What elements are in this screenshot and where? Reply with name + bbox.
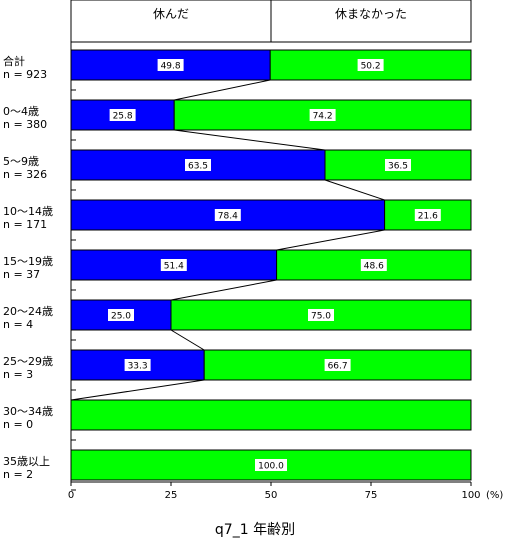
- category-n-label: n = 326: [3, 168, 47, 181]
- data-label-bg: [360, 259, 387, 271]
- data-label-bg: [124, 359, 151, 371]
- category-n-label: n = 380: [3, 118, 47, 131]
- x-tick-label: 75: [365, 490, 378, 501]
- connector-line: [70, 379, 205, 401]
- connector-line: [324, 179, 385, 201]
- x-unit-label: (%): [486, 490, 503, 501]
- data-label-not-rested: 74.2: [313, 112, 333, 122]
- data-label-bg: [255, 459, 287, 471]
- legend-label-rested: 休んだ: [153, 7, 189, 21]
- connector-line: [174, 79, 271, 101]
- category-label: 25～29歳: [3, 355, 53, 368]
- data-label-bg: [185, 159, 211, 171]
- data-label-bg: [385, 159, 411, 171]
- data-label-not-rested: 50.2: [361, 62, 381, 72]
- data-label-rested: 51.4: [164, 262, 184, 272]
- chart-title: q7_1 年齢別: [215, 522, 295, 538]
- data-label-not-rested: 100.0: [258, 462, 284, 472]
- data-label-bg: [160, 259, 187, 271]
- data-label-not-rested: 66.7: [328, 362, 348, 372]
- category-label: 15～19歳: [3, 255, 53, 268]
- category-n-label: n = 171: [3, 218, 47, 231]
- x-tick-label: 25: [165, 490, 178, 501]
- connector-line: [170, 279, 277, 301]
- data-label-rested: 33.3: [128, 362, 148, 372]
- category-label: 0～4歳: [3, 105, 39, 118]
- data-label-rested: 63.5: [188, 162, 208, 172]
- category-label: 35歳以上: [3, 455, 50, 468]
- data-label-bg: [414, 209, 441, 221]
- connector-line: [276, 229, 385, 251]
- category-n-label: n = 0: [3, 418, 33, 431]
- category-label: 20～24歳: [3, 305, 53, 318]
- data-label-bg: [157, 59, 184, 71]
- data-label-rested: 25.8: [113, 112, 133, 122]
- data-label-rested: 49.8: [161, 62, 181, 72]
- x-tick-label: 0: [68, 490, 74, 501]
- category-label: 5～9歳: [3, 155, 39, 168]
- legend-label-not-rested: 休まなかった: [335, 7, 407, 21]
- data-label-not-rested: 21.6: [418, 212, 438, 222]
- data-label-bg: [109, 109, 136, 121]
- category-label: 30～34歳: [3, 405, 53, 418]
- category-n-label: n = 4: [3, 318, 33, 331]
- data-label-not-rested: 48.6: [364, 262, 384, 272]
- data-label-rested: 78.4: [218, 212, 238, 222]
- data-label-bg: [308, 309, 334, 321]
- category-n-label: n = 3: [3, 368, 33, 381]
- data-label-not-rested: 36.5: [388, 162, 408, 172]
- data-label-bg: [108, 309, 134, 321]
- category-n-label: n = 37: [3, 268, 40, 281]
- category-label: 合計: [3, 54, 25, 68]
- category-label: 10～14歳: [3, 205, 53, 218]
- connector-line: [174, 129, 326, 151]
- data-label-not-rested: 75.0: [311, 312, 331, 322]
- data-label-rested: 25.0: [111, 312, 131, 322]
- data-label-bg: [357, 59, 384, 71]
- x-tick-label: 50: [265, 490, 278, 501]
- category-n-label: n = 923: [3, 68, 47, 81]
- connector-line: [170, 329, 205, 351]
- category-n-label: n = 2: [3, 468, 33, 481]
- data-label-bg: [324, 359, 351, 371]
- data-label-bg: [214, 209, 241, 221]
- bar-segment-not-rested: [70, 399, 472, 431]
- x-tick-label: 100: [461, 490, 480, 501]
- data-label-bg: [309, 109, 336, 121]
- bar-segment-not-rested: [384, 199, 472, 231]
